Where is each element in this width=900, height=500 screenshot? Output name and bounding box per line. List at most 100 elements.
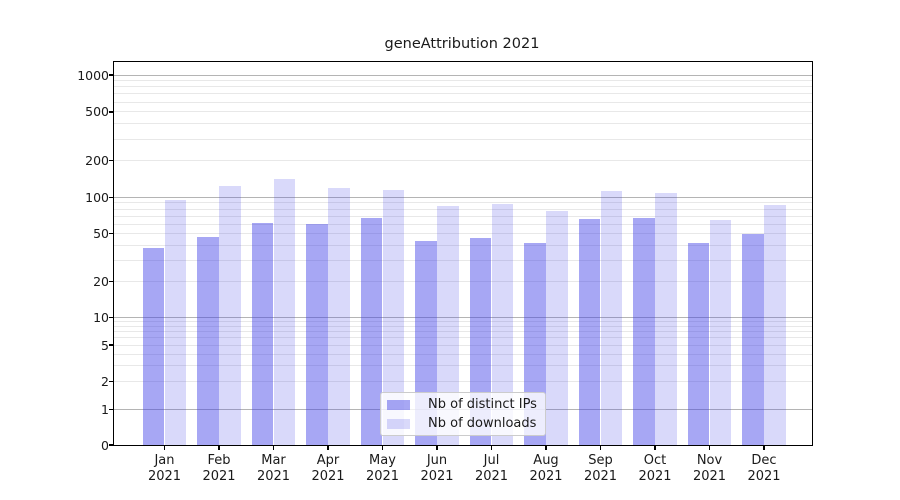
grid-line-minor	[114, 160, 812, 162]
bar-downloads	[382, 190, 405, 445]
y-axis-tick	[109, 316, 114, 319]
bar-downloads	[273, 179, 296, 445]
bar-distinct-ips	[142, 247, 165, 445]
x-axis-tick-label: Aug 2021	[529, 453, 563, 484]
grid-line-minor	[114, 280, 812, 282]
x-axis-tick	[490, 445, 493, 450]
bar-distinct-ips	[633, 218, 655, 445]
x-axis-tick-label: Jul 2021	[474, 453, 509, 484]
x-axis-tick-label: Oct 2021	[638, 453, 672, 484]
x-axis-tick-label: Apr 2021	[311, 453, 345, 484]
bar-distinct-ips	[360, 218, 383, 445]
grid-line-minor	[114, 321, 812, 323]
y-axis-tick	[109, 232, 114, 235]
x-axis-tick	[381, 445, 384, 450]
bar-distinct-ips	[197, 236, 219, 445]
bar-downloads	[764, 205, 786, 445]
bar-distinct-ips	[578, 219, 601, 445]
grid-line-minor	[114, 353, 812, 355]
grid-line-minor	[114, 381, 812, 383]
x-axis-tick	[436, 445, 438, 450]
grid-line-minor	[114, 233, 812, 235]
x-axis-tick-label: Jun 2021	[420, 453, 454, 484]
grid-line-minor	[114, 331, 812, 333]
grid-line-minor	[114, 111, 812, 113]
x-axis-tick	[218, 445, 220, 450]
legend-swatch-downloads-icon	[387, 418, 410, 429]
bar-distinct-ips	[742, 233, 764, 445]
legend-label-distinct-ips: Nb of distinct IPs	[428, 397, 537, 412]
y-axis-tick	[109, 408, 114, 411]
x-axis-tick-label: Jan 2021	[147, 453, 182, 484]
grid-line-minor	[114, 86, 812, 88]
y-axis-tick	[109, 381, 114, 383]
x-axis-tick	[599, 445, 602, 450]
x-axis-tick-label: Feb 2021	[202, 453, 236, 484]
legend-label-downloads: Nb of downloads	[428, 416, 537, 431]
x-axis-tick-label: May 2021	[365, 453, 400, 484]
grid-line-minor	[114, 337, 812, 339]
bar-downloads	[219, 186, 241, 445]
grid-line-minor	[114, 215, 812, 217]
y-axis-tick-label: 100	[85, 190, 109, 205]
grid-line-minor	[114, 365, 812, 367]
bar-downloads	[546, 211, 568, 445]
bar-downloads	[709, 219, 732, 445]
bar-downloads	[655, 193, 677, 445]
grid-line-minor	[114, 80, 812, 82]
y-axis-tick	[109, 444, 114, 446]
x-axis-tick	[272, 445, 275, 450]
x-axis-tick-label: Mar 2021	[256, 453, 291, 484]
y-axis-tick	[109, 111, 114, 113]
grid-line-minor	[114, 259, 812, 261]
x-axis-tick-label: Nov 2021	[692, 453, 727, 484]
plot-area: Nb of distinct IPs Nb of downloads 0 1 2 5 1…	[77, 61, 813, 484]
y-axis-tick-label: 500	[85, 104, 109, 120]
grid-line-minor	[114, 93, 812, 95]
legend-item-distinct-ips: Nb of distinct IPs	[387, 397, 539, 412]
y-axis-tick	[109, 344, 114, 346]
grid-line-minor	[114, 101, 812, 103]
y-axis-tick	[109, 196, 114, 199]
x-axis-tick	[708, 445, 711, 450]
x-axis-tick	[545, 445, 547, 450]
y-axis-tick-label: 2	[101, 374, 109, 390]
y-axis-tick-label: 50	[93, 226, 109, 242]
y-axis-tick-label: 0	[101, 437, 109, 453]
bar-distinct-ips	[306, 224, 328, 445]
x-axis-tick	[327, 445, 329, 450]
bar-downloads	[437, 205, 459, 445]
x-axis-tick	[763, 445, 765, 450]
y-axis-tick	[109, 74, 114, 76]
grid-line-minor	[114, 244, 812, 246]
bar-downloads	[328, 187, 350, 445]
x-axis-tick-label: Sep 2021	[583, 453, 618, 484]
grid-line-minor	[114, 223, 812, 225]
grid-line-minor	[114, 138, 812, 140]
y-axis-tick-label: 200	[85, 153, 109, 169]
legend: Nb of distinct IPs Nb of downloads	[380, 392, 546, 436]
bar-downloads	[164, 199, 187, 445]
y-axis-tick-label: 10	[93, 310, 109, 325]
bar-downloads	[600, 191, 623, 445]
bar-distinct-ips	[251, 223, 274, 445]
grid-line-minor	[114, 344, 812, 346]
bar-distinct-ips	[687, 242, 710, 445]
y-axis-tick-label: 1000	[77, 67, 109, 83]
y-axis-tick	[109, 159, 114, 162]
grid-line-minor	[114, 202, 812, 204]
bar-downloads	[491, 204, 514, 445]
legend-swatch-distinct-ips-icon	[387, 399, 410, 410]
grid-line-minor	[114, 123, 812, 125]
y-axis-tick-label: 20	[93, 273, 109, 289]
grid-line-major	[114, 317, 812, 318]
x-axis-tick-label: Dec 2021	[747, 453, 781, 484]
legend-item-downloads: Nb of downloads	[387, 416, 539, 431]
chart-title: geneAttribution 2021	[384, 36, 540, 52]
y-axis-tick-label: 1	[101, 402, 109, 417]
grid-line-major	[114, 74, 812, 76]
grid-line-major	[114, 197, 812, 198]
x-axis-tick	[163, 445, 166, 450]
grid-line-minor	[114, 208, 812, 210]
